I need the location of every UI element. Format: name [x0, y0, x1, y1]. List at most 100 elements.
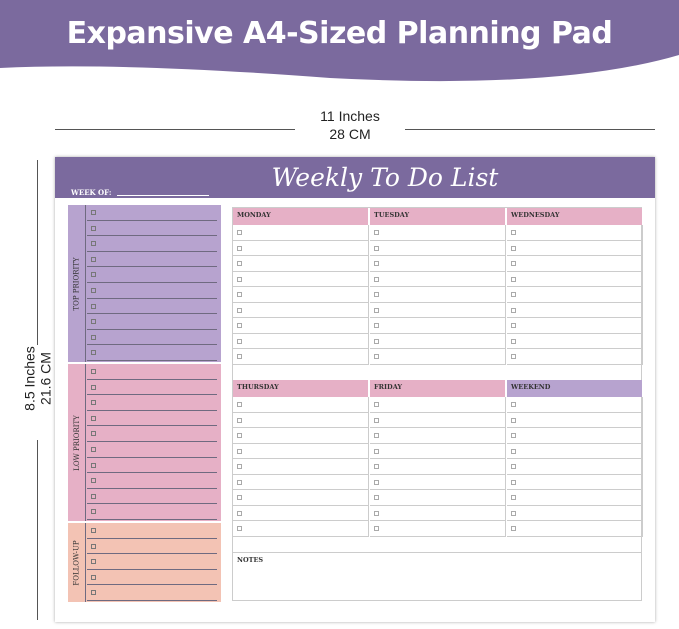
task-row[interactable]: [87, 554, 217, 570]
checkbox-icon[interactable]: [511, 354, 516, 359]
day-task-row[interactable]: [507, 256, 643, 272]
task-row[interactable]: [87, 395, 217, 411]
day-task-row[interactable]: [507, 287, 643, 303]
day-task-row[interactable]: [507, 397, 643, 413]
checkbox-icon[interactable]: [237, 338, 242, 344]
checkbox-icon[interactable]: [91, 543, 96, 549]
checkbox-icon[interactable]: [237, 464, 242, 469]
task-row[interactable]: [87, 570, 217, 586]
notes-area[interactable]: NOTES: [233, 552, 641, 600]
day-task-row[interactable]: [370, 287, 506, 303]
task-row[interactable]: [87, 345, 217, 361]
checkbox-icon[interactable]: [237, 323, 242, 328]
task-row[interactable]: [87, 252, 217, 268]
checkbox-icon[interactable]: [91, 478, 96, 484]
checkbox-icon[interactable]: [237, 526, 242, 531]
day-task-row[interactable]: [233, 333, 369, 349]
day-task-row[interactable]: [507, 333, 643, 349]
checkbox-icon[interactable]: [511, 230, 516, 235]
checkbox-icon[interactable]: [237, 230, 242, 235]
checkbox-icon[interactable]: [374, 292, 379, 297]
task-row[interactable]: [87, 236, 217, 252]
checkbox-icon[interactable]: [374, 402, 379, 407]
checkbox-icon[interactable]: [374, 338, 379, 344]
day-task-row[interactable]: [507, 459, 643, 475]
checkbox-icon[interactable]: [374, 276, 379, 282]
checkbox-icon[interactable]: [237, 495, 242, 500]
day-task-row[interactable]: [370, 349, 506, 365]
day-task-row[interactable]: [370, 412, 506, 428]
task-row[interactable]: [87, 458, 217, 474]
checkbox-icon[interactable]: [237, 448, 242, 454]
day-task-row[interactable]: [233, 302, 369, 318]
task-row[interactable]: [87, 267, 217, 283]
checkbox-icon[interactable]: [91, 256, 96, 262]
checkbox-icon[interactable]: [91, 528, 96, 533]
checkbox-icon[interactable]: [511, 510, 516, 516]
checkbox-icon[interactable]: [237, 417, 242, 423]
checkbox-icon[interactable]: [374, 323, 379, 328]
checkbox-icon[interactable]: [237, 276, 242, 282]
checkbox-icon[interactable]: [511, 276, 516, 282]
checkbox-icon[interactable]: [511, 417, 516, 423]
checkbox-icon[interactable]: [91, 400, 96, 406]
day-task-row[interactable]: [233, 256, 369, 272]
checkbox-icon[interactable]: [511, 245, 516, 251]
day-task-row[interactable]: [370, 474, 506, 490]
day-task-row[interactable]: [507, 271, 643, 287]
checkbox-icon[interactable]: [91, 415, 96, 421]
day-task-row[interactable]: [370, 490, 506, 506]
checkbox-icon[interactable]: [237, 292, 242, 297]
checkbox-icon[interactable]: [374, 354, 379, 359]
checkbox-icon[interactable]: [91, 509, 96, 515]
checkbox-icon[interactable]: [237, 354, 242, 359]
task-row[interactable]: [87, 489, 217, 505]
checkbox-icon[interactable]: [237, 479, 242, 485]
day-task-row[interactable]: [233, 459, 369, 475]
task-row[interactable]: [87, 411, 217, 427]
checkbox-icon[interactable]: [91, 369, 96, 374]
checkbox-icon[interactable]: [91, 384, 96, 390]
day-task-row[interactable]: [233, 521, 369, 537]
checkbox-icon[interactable]: [511, 292, 516, 297]
day-task-row[interactable]: [370, 302, 506, 318]
checkbox-icon[interactable]: [91, 225, 96, 231]
checkbox-icon[interactable]: [91, 493, 96, 499]
task-row[interactable]: [87, 380, 217, 396]
checkbox-icon[interactable]: [511, 261, 516, 266]
day-task-row[interactable]: [507, 302, 643, 318]
day-task-row[interactable]: [233, 318, 369, 334]
checkbox-icon[interactable]: [91, 462, 96, 468]
checkbox-icon[interactable]: [511, 433, 516, 438]
checkbox-icon[interactable]: [91, 210, 96, 215]
checkbox-icon[interactable]: [511, 448, 516, 454]
checkbox-icon[interactable]: [511, 526, 516, 531]
day-task-row[interactable]: [370, 256, 506, 272]
day-task-row[interactable]: [507, 443, 643, 459]
task-row[interactable]: [87, 283, 217, 299]
task-row[interactable]: [87, 473, 217, 489]
task-row[interactable]: [87, 205, 217, 221]
day-task-row[interactable]: [507, 428, 643, 444]
task-row[interactable]: [87, 426, 217, 442]
day-task-row[interactable]: [507, 318, 643, 334]
day-task-row[interactable]: [370, 333, 506, 349]
day-task-row[interactable]: [507, 349, 643, 365]
day-task-row[interactable]: [370, 397, 506, 413]
day-task-row[interactable]: [507, 240, 643, 256]
task-row[interactable]: [87, 523, 217, 539]
checkbox-icon[interactable]: [237, 433, 242, 438]
checkbox-icon[interactable]: [237, 402, 242, 407]
task-row[interactable]: [87, 539, 217, 555]
day-task-row[interactable]: [233, 474, 369, 490]
checkbox-icon[interactable]: [511, 338, 516, 344]
checkbox-icon[interactable]: [374, 464, 379, 469]
checkbox-icon[interactable]: [374, 479, 379, 485]
checkbox-icon[interactable]: [237, 307, 242, 313]
day-task-row[interactable]: [370, 318, 506, 334]
day-task-row[interactable]: [233, 349, 369, 365]
day-task-row[interactable]: [233, 271, 369, 287]
day-task-row[interactable]: [233, 225, 369, 241]
task-row[interactable]: [87, 364, 217, 380]
task-row[interactable]: [87, 504, 217, 520]
